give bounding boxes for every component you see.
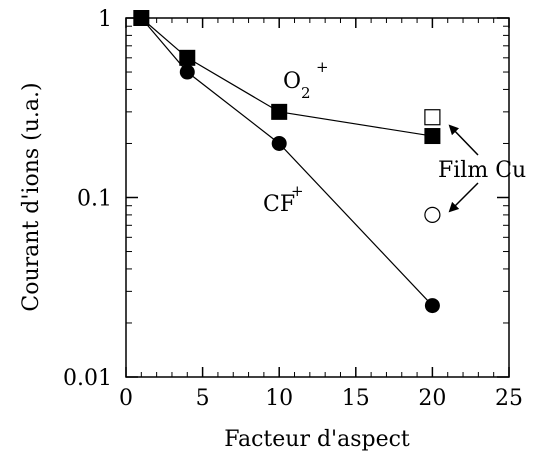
o2-label-main: O xyxy=(283,69,301,94)
data-point-o2 xyxy=(179,49,196,66)
cf-label-main: CF xyxy=(263,192,295,217)
x-tick-label: 0 xyxy=(119,386,133,411)
data-point-cf-film-cu xyxy=(424,206,441,223)
y-tick-label: 0.1 xyxy=(77,187,112,212)
y-axis-label: Courant d'ions (u.a.) xyxy=(19,82,44,311)
x-tick-label: 20 xyxy=(418,386,446,411)
data-point-o2 xyxy=(271,103,288,120)
film-cu-arrow-upper xyxy=(448,124,479,156)
x-tick-label: 25 xyxy=(495,386,523,411)
series-line-o2 xyxy=(140,17,433,137)
o2-label-sup: + xyxy=(316,58,329,76)
x-tick-label: 15 xyxy=(342,386,370,411)
x-tick-label: 5 xyxy=(196,386,210,411)
data-point-cf xyxy=(271,135,287,151)
film-cu-label: Film Cu xyxy=(438,158,526,183)
data-point-o2-film-cu xyxy=(424,109,441,126)
y-tick-label: 0.01 xyxy=(63,366,112,391)
o2-series-label: O 2 + xyxy=(283,58,329,102)
series-line-cf xyxy=(140,17,433,306)
x-axis-label: Facteur d'aspect xyxy=(224,427,410,452)
x-tick-label: 10 xyxy=(265,386,293,411)
data-point-cf xyxy=(424,298,440,314)
film-cu-arrow-lower xyxy=(448,182,479,213)
data-point-o2 xyxy=(424,128,441,145)
y-tick-label: 1 xyxy=(98,7,112,32)
axis-ticks: 0 5 10 15 20 25 0.01 0.1 1 xyxy=(63,7,523,411)
data-point-cf xyxy=(133,10,149,26)
cf-label-sup: + xyxy=(291,182,304,200)
data-series xyxy=(133,10,441,314)
cf-series-label: CF + xyxy=(263,182,304,217)
data-point-cf xyxy=(179,64,195,80)
o2-label-sub: 2 xyxy=(301,84,311,102)
